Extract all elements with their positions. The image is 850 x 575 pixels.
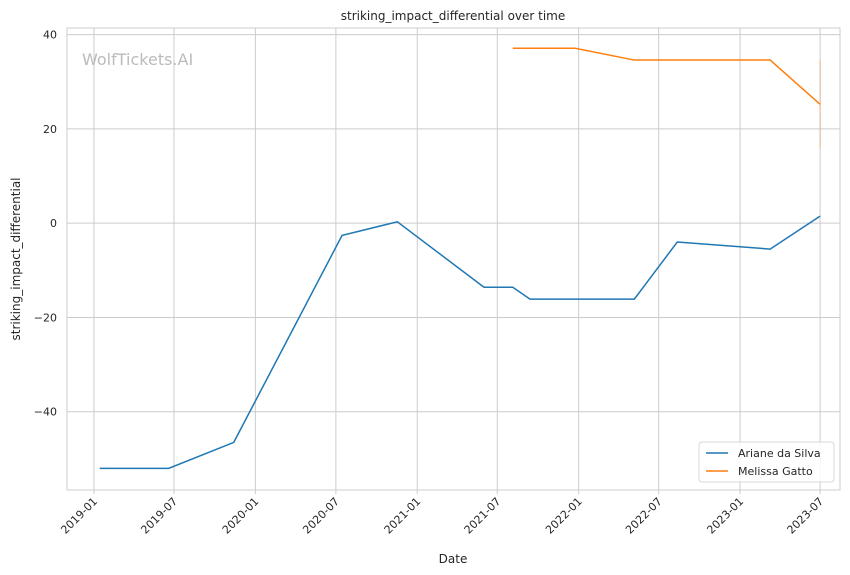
x-tick-label: 2021-07 (462, 495, 504, 537)
y-axis-label: striking_impact_differential (9, 177, 23, 340)
x-tick-label: 2020-01 (220, 495, 262, 537)
x-tick-label: 2022-07 (623, 495, 665, 537)
plot-frame (66, 27, 841, 491)
legend-box (698, 441, 835, 483)
x-tick-label: 2021-01 (382, 495, 424, 537)
x-tick-labels: 2019-01 2019-07 2020-01 2020-07 2021-01 2021-… (58, 495, 826, 537)
x-tick-label: 2023-01 (704, 495, 746, 537)
x-tick-label: 2022-01 (543, 495, 585, 537)
legend: Ariane da Silva Melissa Gatto (698, 441, 835, 483)
x-tick-label: 2023-07 (785, 495, 827, 537)
x-axis-label: Date (439, 552, 468, 566)
y-tick-label: 40 (43, 29, 57, 42)
x-tick-label: 2019-01 (58, 495, 100, 537)
y-tick-label: 20 (43, 123, 57, 136)
y-tick-label: −40 (34, 406, 57, 419)
chart-title: striking_impact_differential over time (341, 9, 566, 23)
watermark: WolfTickets.AI (82, 50, 193, 69)
series-line-ariane-da-silva (99, 215, 821, 470)
legend-label-melissa: Melissa Gatto (738, 465, 813, 478)
series-line-melissa-gatto (512, 47, 821, 105)
series-lines (99, 47, 821, 470)
x-tick-label: 2020-07 (300, 495, 342, 537)
y-tick-label: 0 (50, 217, 57, 230)
y-tick-labels: 40 20 0 −20 −40 (34, 29, 57, 419)
y-tick-label: −20 (34, 311, 57, 324)
grid (67, 28, 840, 494)
legend-label-ariane: Ariane da Silva (738, 447, 821, 460)
x-tick-label: 2019-07 (138, 495, 180, 537)
